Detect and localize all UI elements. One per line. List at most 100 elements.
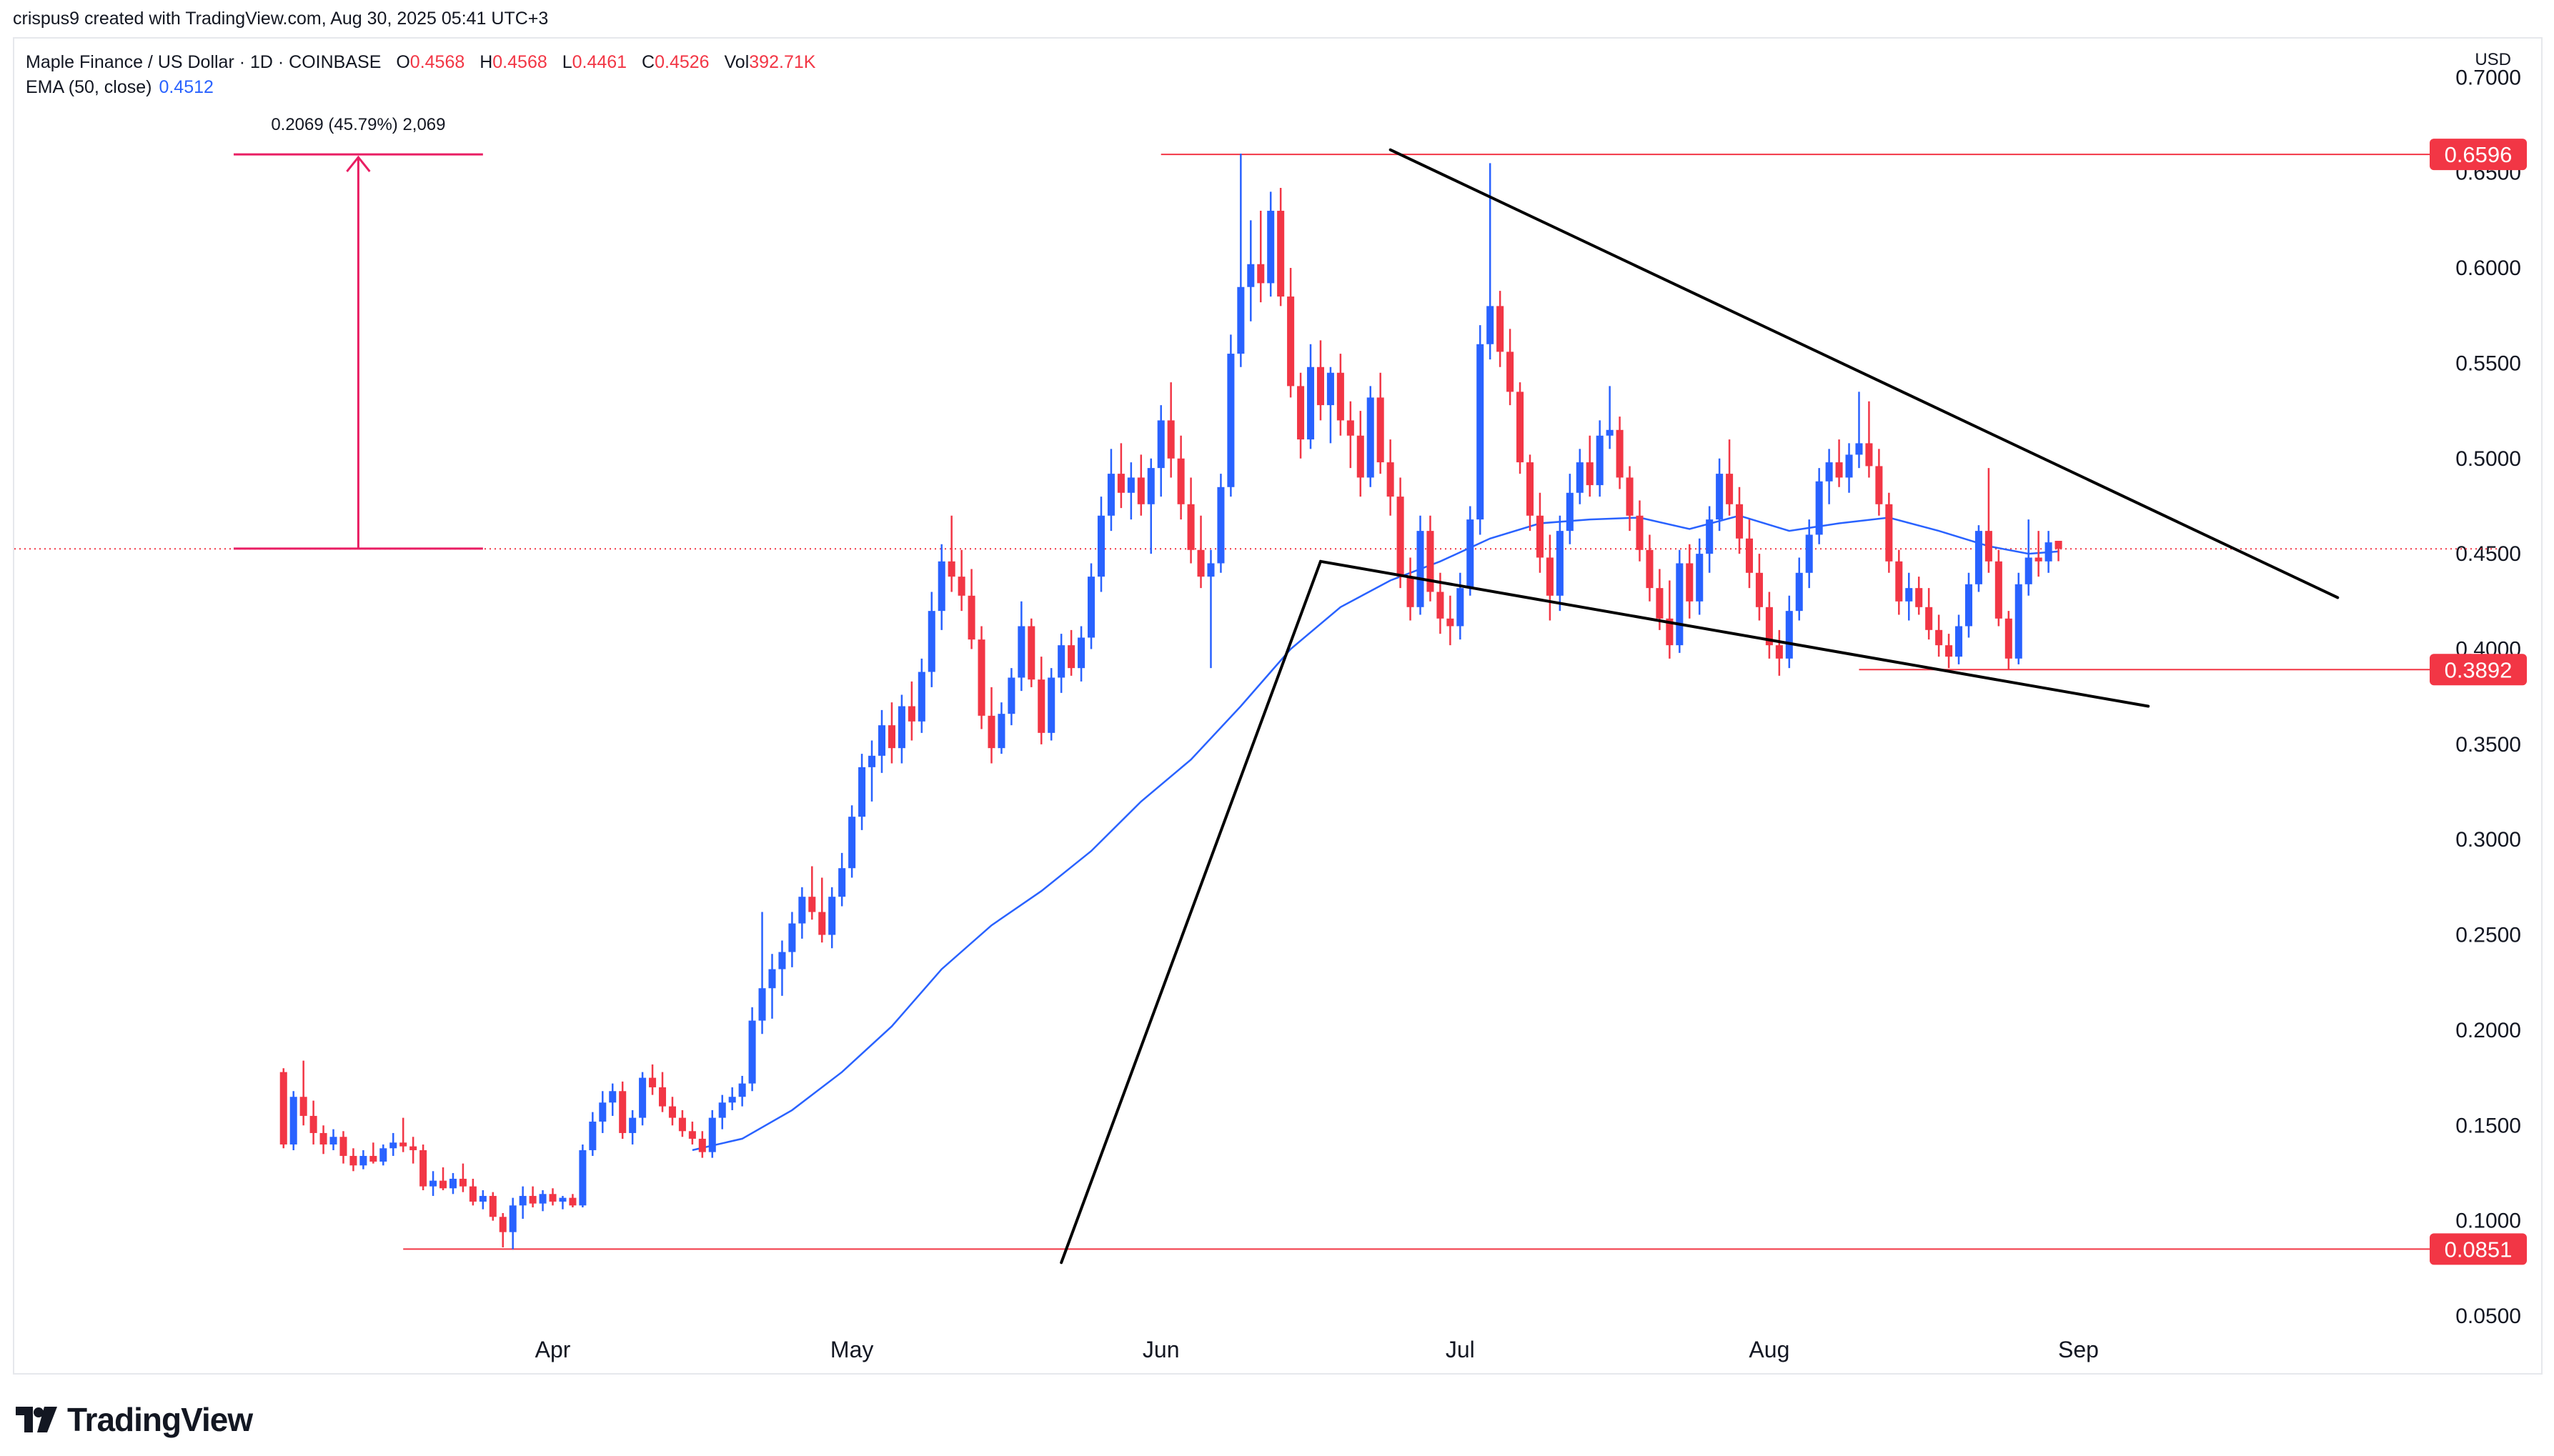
candle <box>708 1110 716 1158</box>
candle <box>1048 668 1055 741</box>
candle-body <box>379 1148 387 1162</box>
candle <box>798 887 806 939</box>
candle <box>339 1131 347 1164</box>
low-label: L <box>562 52 572 72</box>
candle <box>1107 449 1115 532</box>
candle-body <box>1416 531 1424 607</box>
candle <box>2014 572 2022 664</box>
candle <box>1157 405 1165 497</box>
y-axis[interactable]: 0.0500 0.1000 0.1500 0.2000 0.2500 0.3000 0.35… <box>2455 66 2521 1328</box>
y-tick-label: 0.3000 <box>2455 828 2521 852</box>
candle-body <box>1835 462 1843 478</box>
x-tick-label: Sep <box>2058 1337 2099 1362</box>
candle <box>1905 572 1913 621</box>
candle <box>489 1192 497 1221</box>
candle-body <box>658 1087 667 1107</box>
candle-body <box>349 1155 357 1166</box>
candle-body <box>1038 679 1045 733</box>
candle-body <box>1297 386 1305 440</box>
candle <box>1736 487 1744 554</box>
candle-body <box>668 1106 676 1118</box>
y-tick-label: 0.6000 <box>2455 256 2521 280</box>
candle <box>858 754 866 830</box>
candle <box>1187 477 1195 564</box>
currency-label[interactable]: USD <box>2475 50 2511 69</box>
candle-body <box>1486 306 1494 344</box>
candle-body <box>798 897 806 924</box>
candle <box>1127 462 1135 520</box>
candle-body <box>1177 458 1185 504</box>
candle-body <box>988 715 995 749</box>
candle-body <box>1815 481 1823 535</box>
candle-body <box>1167 420 1175 459</box>
candle <box>1147 458 1155 554</box>
candle <box>1686 544 1694 619</box>
candle <box>738 1075 746 1107</box>
candle <box>978 626 985 729</box>
candle <box>808 866 816 920</box>
candle-body <box>1945 645 1953 657</box>
candle <box>1038 657 1045 744</box>
candle <box>1267 191 1275 297</box>
candle <box>1596 420 1604 497</box>
candle <box>1097 497 1105 592</box>
candle <box>1755 554 1763 621</box>
candle <box>419 1144 427 1190</box>
candle <box>1974 525 1982 592</box>
candle <box>898 694 905 764</box>
candle-body <box>2024 557 2032 584</box>
ema-value: 0.4512 <box>159 77 214 97</box>
candle <box>1775 629 1783 676</box>
candle <box>1426 515 1434 602</box>
ema-line <box>692 514 2059 1152</box>
price-range-measure[interactable]: 0.2069 (45.79%) 2,069 <box>233 115 483 550</box>
candle <box>768 954 776 1019</box>
candle <box>1068 629 1075 676</box>
tradingview-logo[interactable]: TradingView <box>16 1400 253 1439</box>
candle-body <box>1955 626 1963 657</box>
candle <box>519 1186 527 1219</box>
x-tick-label: Apr <box>535 1337 571 1362</box>
price-level-badge <box>2430 654 2527 686</box>
ema-label[interactable]: EMA (50, close) <box>26 77 152 97</box>
candle <box>289 1091 297 1150</box>
x-axis[interactable]: Apr May Jun Jul Aug Sep <box>535 1337 2099 1362</box>
candle <box>1706 506 1714 573</box>
candle <box>1386 439 1394 516</box>
candle <box>698 1131 706 1158</box>
candle-body <box>1436 592 1444 619</box>
candle <box>399 1117 407 1152</box>
candle <box>1984 468 1992 573</box>
candle <box>1287 268 1295 398</box>
candle-body <box>1994 561 2002 619</box>
candle <box>309 1100 317 1145</box>
candle-body <box>848 817 856 869</box>
candle <box>409 1137 417 1164</box>
symbol-title[interactable]: Maple Finance / US Dollar · 1D · COINBAS… <box>26 52 382 72</box>
candle-body <box>1736 504 1744 539</box>
candle-body <box>998 714 1005 749</box>
candle-body <box>419 1150 427 1187</box>
candle-body <box>609 1091 617 1103</box>
candle-body <box>1346 420 1354 436</box>
candle-body <box>2014 584 2022 659</box>
candle <box>319 1125 327 1155</box>
candle <box>728 1087 736 1110</box>
candle <box>1177 435 1185 520</box>
candle-body <box>1048 677 1055 733</box>
candle <box>629 1110 637 1145</box>
candle-body <box>2044 542 2052 562</box>
candle <box>888 702 895 764</box>
trendlines[interactable] <box>1060 148 2340 1265</box>
candle-body <box>339 1137 347 1156</box>
candle-body <box>1426 531 1434 592</box>
price-level-label: 0.3892 <box>2445 657 2513 682</box>
candle <box>948 515 955 592</box>
candle-body <box>1676 563 1684 646</box>
candle-body <box>1696 554 1704 602</box>
candle-body <box>1277 211 1285 297</box>
candle <box>619 1081 627 1139</box>
candle <box>1446 595 1454 646</box>
indicator-row: EMA (50, close) 0.4512 <box>26 75 815 100</box>
